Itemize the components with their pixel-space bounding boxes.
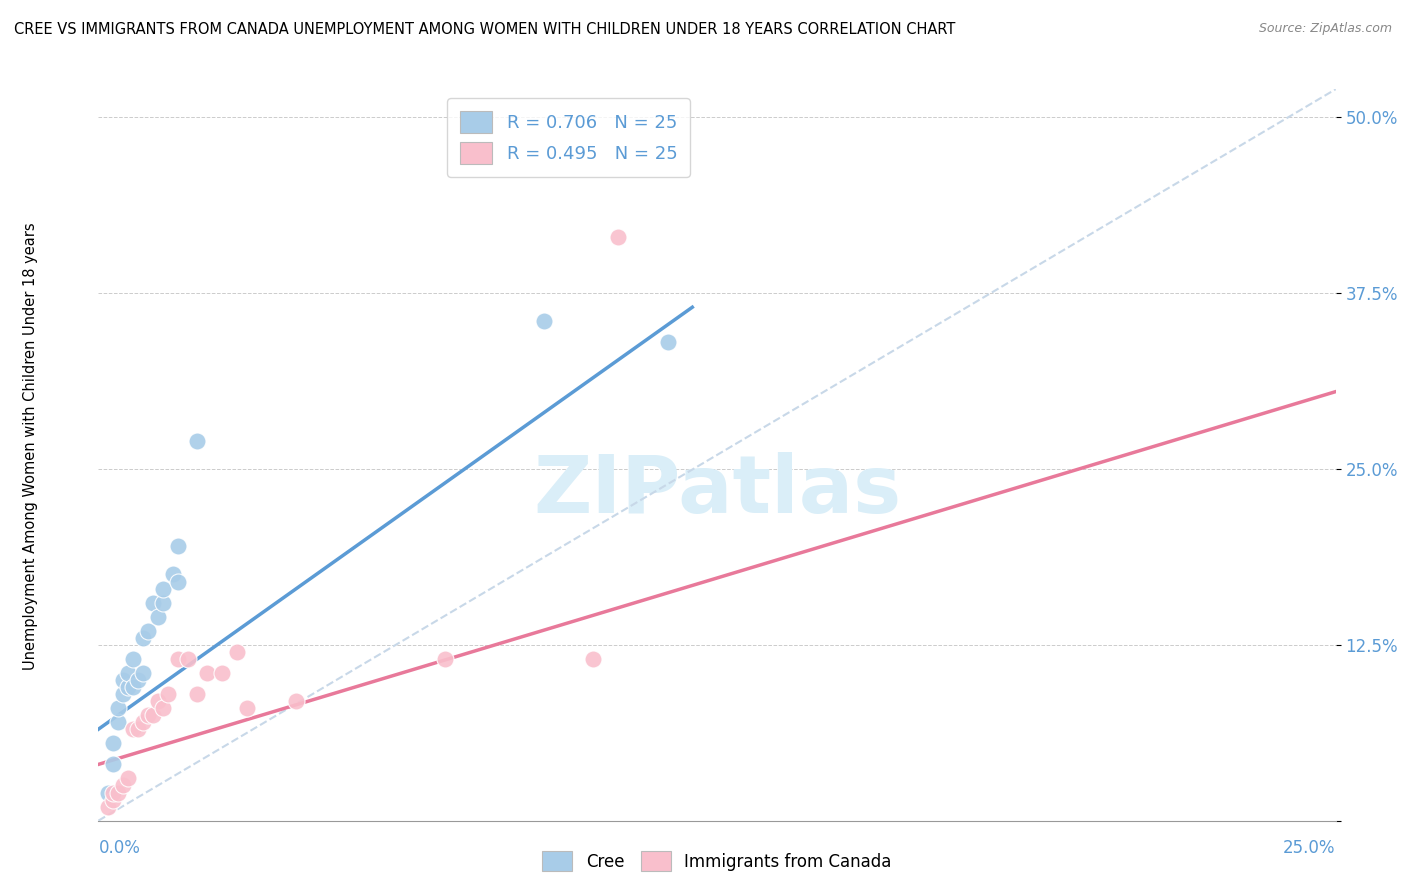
- Point: [112, 779, 135, 793]
- Legend: Cree, Immigrants from Canada: Cree, Immigrants from Canada: [536, 845, 898, 878]
- Point: [103, 736, 125, 750]
- Point: [582, 652, 605, 666]
- Point: [211, 665, 233, 680]
- Text: Source: ZipAtlas.com: Source: ZipAtlas.com: [1258, 22, 1392, 36]
- Point: [117, 772, 139, 786]
- Point: [152, 596, 174, 610]
- Point: [122, 723, 145, 737]
- Point: [152, 701, 174, 715]
- Point: [132, 665, 155, 680]
- Point: [117, 665, 139, 680]
- Point: [146, 609, 169, 624]
- Point: [112, 673, 135, 687]
- Text: CREE VS IMMIGRANTS FROM CANADA UNEMPLOYMENT AMONG WOMEN WITH CHILDREN UNDER 18 Y: CREE VS IMMIGRANTS FROM CANADA UNEMPLOYM…: [14, 22, 956, 37]
- Point: [195, 665, 218, 680]
- Point: [433, 652, 456, 666]
- Point: [166, 539, 188, 553]
- Point: [236, 701, 259, 715]
- Point: [132, 715, 155, 730]
- Point: [112, 687, 135, 701]
- Text: 25.0%: 25.0%: [1284, 838, 1336, 857]
- Point: [132, 631, 155, 645]
- Point: [103, 785, 125, 799]
- Point: [142, 596, 165, 610]
- Point: [166, 574, 188, 589]
- Point: [107, 715, 129, 730]
- Point: [127, 723, 149, 737]
- Point: [127, 673, 149, 687]
- Point: [103, 792, 125, 806]
- Point: [97, 799, 120, 814]
- Point: [152, 582, 174, 596]
- Point: [657, 335, 679, 350]
- Text: 0.0%: 0.0%: [98, 838, 141, 857]
- Point: [107, 785, 129, 799]
- Point: [285, 694, 308, 708]
- Point: [146, 694, 169, 708]
- Point: [103, 757, 125, 772]
- Point: [226, 645, 249, 659]
- Point: [122, 652, 145, 666]
- Point: [186, 687, 208, 701]
- Point: [607, 230, 630, 244]
- Point: [117, 680, 139, 694]
- Point: [107, 701, 129, 715]
- Point: [166, 652, 188, 666]
- Point: [136, 624, 159, 638]
- Point: [156, 687, 179, 701]
- Text: ZIPatlas: ZIPatlas: [533, 452, 901, 531]
- Point: [97, 785, 120, 799]
- Point: [162, 567, 184, 582]
- Point: [533, 314, 555, 328]
- Point: [136, 708, 159, 723]
- Text: Unemployment Among Women with Children Under 18 years: Unemployment Among Women with Children U…: [24, 222, 38, 670]
- Point: [186, 434, 208, 448]
- Point: [176, 652, 198, 666]
- Point: [142, 708, 165, 723]
- Point: [122, 680, 145, 694]
